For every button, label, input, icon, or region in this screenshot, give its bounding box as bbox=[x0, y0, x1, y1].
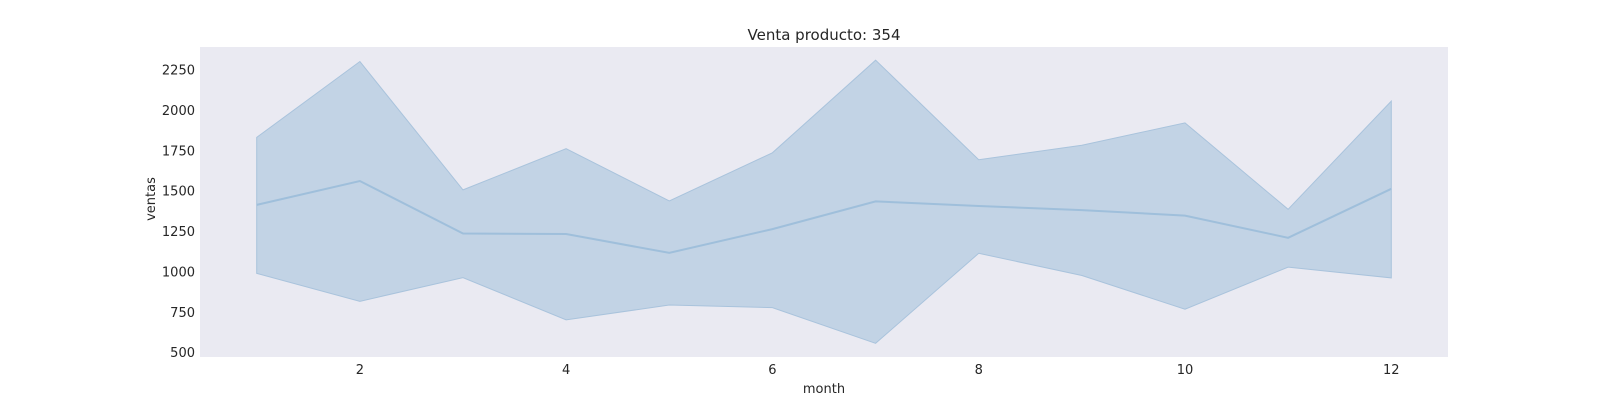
x-tick-label: 10 bbox=[1177, 363, 1194, 378]
x-tick-label: 6 bbox=[768, 363, 776, 378]
y-tick-label: 1750 bbox=[162, 144, 195, 159]
x-tick-labels: 2 4 6 8 10 12 bbox=[356, 363, 1400, 378]
confidence-band-layer bbox=[256, 59, 1392, 344]
y-tick-label: 1250 bbox=[162, 225, 195, 240]
series-line-layer bbox=[256, 179, 1392, 254]
y-tick-labels: 500 750 1000 1250 1500 1750 2000 2250 bbox=[162, 64, 195, 362]
confidence-band bbox=[256, 59, 1392, 344]
y-tick-label: 1500 bbox=[162, 185, 195, 200]
series-line bbox=[256, 179, 1392, 254]
y-tick-label: 1000 bbox=[162, 265, 195, 280]
x-tick-label: 2 bbox=[356, 363, 364, 378]
x-tick-label: 8 bbox=[975, 363, 983, 378]
y-tick-label: 500 bbox=[170, 346, 195, 361]
x-axis-label: month bbox=[803, 382, 845, 397]
x-tick-label: 4 bbox=[562, 363, 570, 378]
x-tick-label: 12 bbox=[1383, 363, 1400, 378]
y-tick-label: 2250 bbox=[162, 64, 195, 79]
y-tick-label: 2000 bbox=[162, 104, 195, 119]
y-axis-label: ventas bbox=[144, 177, 159, 221]
y-tick-label: 750 bbox=[170, 306, 195, 321]
chart-title: Venta producto: 354 bbox=[748, 26, 901, 44]
